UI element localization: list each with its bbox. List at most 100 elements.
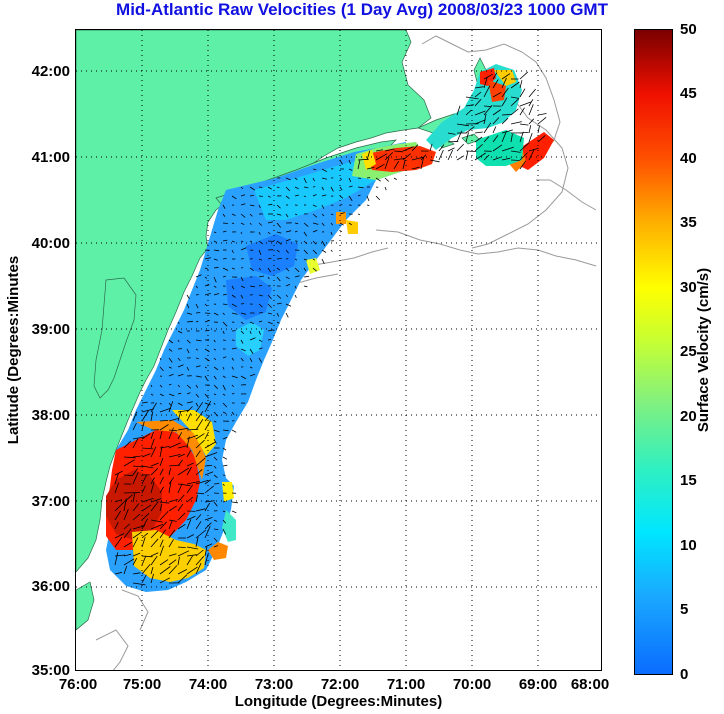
velocity-arrow bbox=[375, 163, 385, 170]
velocity-arrow bbox=[204, 479, 212, 485]
velocity-arrow bbox=[195, 418, 204, 431]
velocity-arrow bbox=[231, 312, 238, 315]
velocity-arrow bbox=[303, 177, 307, 184]
velocity-arrow bbox=[267, 257, 272, 260]
velocity-arrow bbox=[168, 519, 173, 530]
velocity-arrow bbox=[348, 177, 352, 183]
velocity-arrow bbox=[393, 150, 404, 153]
velocity-arrow bbox=[312, 229, 318, 233]
velocity-arrow bbox=[168, 519, 177, 522]
velocity-arrow bbox=[420, 157, 424, 170]
velocity-arrow bbox=[240, 285, 245, 289]
velocity-arrow bbox=[195, 433, 205, 440]
velocity-arrow bbox=[222, 239, 228, 242]
colorbar-tick-label: 0 bbox=[680, 666, 689, 683]
velocity-arrow bbox=[312, 240, 317, 245]
velocity-arrow bbox=[195, 521, 202, 530]
velocity-arrow bbox=[411, 156, 424, 161]
velocity-arrow bbox=[249, 321, 255, 324]
velocity-arrow bbox=[402, 146, 414, 152]
velocity-arrow bbox=[186, 436, 190, 449]
velocity-arrow bbox=[186, 496, 194, 503]
velocity-arrow bbox=[231, 347, 237, 350]
velocity-arrow bbox=[330, 186, 334, 192]
velocity-arrow bbox=[168, 454, 181, 458]
velocity-arrow bbox=[159, 457, 164, 467]
velocity-arrow bbox=[159, 539, 164, 548]
velocity-arrow bbox=[213, 357, 217, 361]
velocity-arrow bbox=[339, 222, 344, 226]
velocity-arrow bbox=[285, 249, 289, 254]
velocity-arrow bbox=[240, 357, 244, 362]
velocity-arrow bbox=[213, 438, 217, 444]
velocity-arrow bbox=[501, 77, 507, 89]
velocity-arrow bbox=[465, 96, 479, 100]
velocity-arrow bbox=[195, 402, 204, 413]
velocity-arrow bbox=[258, 222, 263, 226]
x-tick-label: 69:00 bbox=[518, 676, 558, 693]
velocity-arrow bbox=[240, 231, 243, 235]
velocity-arrow bbox=[267, 186, 272, 190]
velocity-arrow bbox=[249, 357, 253, 362]
velocity-arrow bbox=[213, 276, 217, 283]
velocity-arrow bbox=[285, 283, 291, 287]
velocity-arrow bbox=[501, 146, 514, 152]
velocity-arrow bbox=[177, 357, 181, 361]
velocity-arrow bbox=[213, 411, 219, 417]
velocity-arrow bbox=[339, 212, 345, 215]
velocity-arrow bbox=[195, 312, 201, 314]
velocity-arrow bbox=[168, 366, 172, 369]
colorbar-tick-label: 5 bbox=[680, 601, 689, 618]
velocity-arrow bbox=[213, 402, 216, 405]
velocity-arrow bbox=[213, 429, 220, 433]
velocity-arrow bbox=[537, 135, 546, 143]
velocity-arrow bbox=[177, 321, 180, 324]
velocity-arrow bbox=[150, 538, 159, 548]
velocity-arrow bbox=[384, 157, 390, 170]
velocity-arrow bbox=[465, 126, 475, 134]
velocity-arrow bbox=[204, 452, 218, 458]
velocity-arrow bbox=[528, 104, 534, 116]
velocity-arrow bbox=[204, 276, 208, 279]
velocity-arrow bbox=[231, 411, 235, 416]
velocity-arrow bbox=[150, 481, 155, 494]
velocity-arrow bbox=[186, 392, 191, 395]
velocity-arrow bbox=[150, 384, 153, 388]
velocity-arrow bbox=[186, 555, 193, 566]
velocity-arrow bbox=[492, 109, 502, 116]
velocity-arrow bbox=[213, 375, 217, 380]
velocity-arrow bbox=[168, 417, 180, 422]
velocity-arrow bbox=[150, 501, 159, 512]
velocity-arrow bbox=[132, 468, 139, 476]
colorbar-tick-label: 35 bbox=[680, 214, 697, 231]
velocity-arrow bbox=[222, 384, 226, 391]
velocity-arrow bbox=[195, 514, 202, 521]
velocity-arrow bbox=[285, 238, 291, 242]
velocity-arrow bbox=[213, 312, 219, 316]
velocity-arrow bbox=[150, 462, 159, 467]
y-tick-label: 36:00 bbox=[31, 578, 70, 595]
velocity-arrow bbox=[159, 559, 169, 566]
velocity-arrow bbox=[222, 436, 228, 440]
x-tick-label: 75:00 bbox=[122, 676, 162, 693]
velocity-arrow bbox=[249, 330, 252, 335]
velocity-arrow bbox=[258, 320, 263, 323]
x-tick-label: 70:00 bbox=[452, 676, 492, 693]
velocity-arrow bbox=[258, 339, 263, 343]
velocity-arrow bbox=[114, 536, 123, 548]
velocity-arrow bbox=[231, 392, 235, 395]
velocity-arrow bbox=[132, 472, 139, 485]
velocity-arrow bbox=[258, 258, 263, 261]
velocity-arrow bbox=[168, 539, 174, 548]
velocity-arrow bbox=[267, 240, 274, 242]
velocity-arrow bbox=[204, 257, 211, 260]
velocity-arrow bbox=[231, 240, 235, 243]
velocity-arrow bbox=[213, 456, 218, 461]
velocity-arrow bbox=[474, 136, 483, 143]
velocity-arrow bbox=[249, 204, 255, 207]
velocity-arrow bbox=[213, 519, 218, 522]
velocity-arrow bbox=[186, 294, 190, 300]
velocity-arrow bbox=[204, 500, 215, 503]
velocity-arrow bbox=[492, 144, 503, 152]
velocity-arrow bbox=[168, 373, 174, 377]
